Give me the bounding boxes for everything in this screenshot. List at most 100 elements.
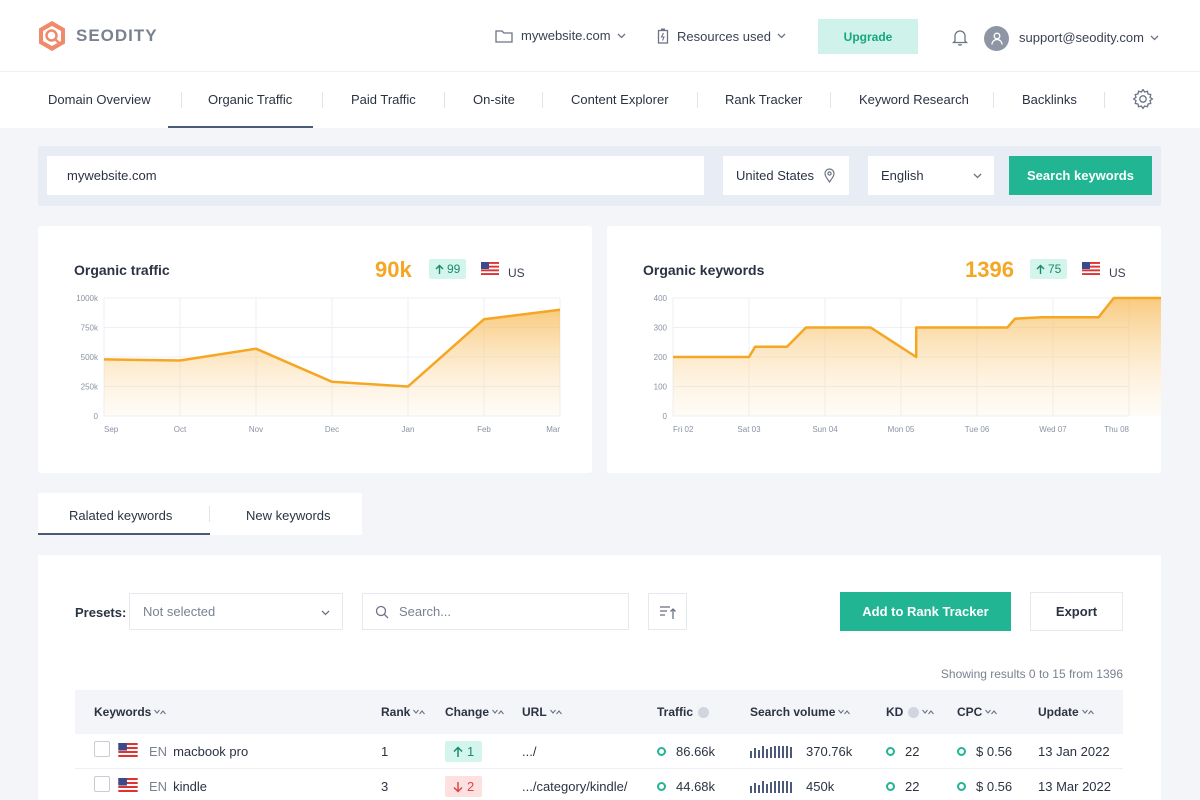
sort-arrows-icon [413, 709, 426, 715]
trend-bar [766, 748, 768, 758]
language-select[interactable]: English [868, 156, 994, 195]
volume-trend-bars [750, 780, 794, 793]
row-checkbox[interactable] [94, 741, 110, 757]
tab-new-keywords[interactable]: New keywords [246, 508, 331, 523]
keyword-text[interactable]: macbook pro [173, 744, 249, 759]
resources-menu[interactable]: Resources used [657, 28, 786, 44]
results-count: Showing results 0 to 15 from 1396 [940, 667, 1123, 681]
nav-divider [1104, 92, 1105, 108]
tab-rank-tracker[interactable]: Rank Tracker [725, 92, 803, 107]
sort-button[interactable] [648, 593, 687, 630]
sort-arrows-icon [154, 709, 167, 715]
chevron-down-icon [617, 33, 626, 38]
traffic-value: 90k [375, 257, 412, 282]
col-keywords[interactable]: Keywords [94, 705, 167, 719]
url-link[interactable]: .../category/kindle/ [522, 779, 628, 794]
gear-icon[interactable] [1132, 88, 1154, 110]
organic-keywords-card: Organic keywords 1396 75 US 400 300 200 100… [607, 226, 1161, 473]
nav-divider [542, 92, 543, 108]
trend-bar [750, 785, 752, 793]
table-row[interactable]: EN macbook pro 1 1 .../ 86.66k 370.76k 22… [75, 734, 1123, 769]
keyword-text[interactable]: kindle [173, 779, 208, 794]
status-dot [957, 747, 966, 756]
trend-bar [782, 745, 784, 758]
col-traffic[interactable]: Traffic [657, 705, 710, 719]
table-row[interactable]: EN kindle 3 2 .../category/kindle/ 44.68k… [75, 769, 1123, 800]
row-checkbox[interactable] [94, 776, 110, 792]
rank-value: 1 [381, 744, 389, 759]
project-selector[interactable]: mywebsite.com [495, 28, 626, 43]
language-code: EN [149, 744, 168, 759]
col-change[interactable]: Change [445, 705, 504, 719]
nav-divider [993, 92, 994, 108]
resources-label: Resources used [677, 28, 771, 44]
tab-on-site[interactable]: On-site [473, 92, 515, 107]
search-keywords-button[interactable]: Search keywords [1009, 156, 1152, 195]
sort-arrows-icon [1081, 709, 1094, 715]
location-pin-icon [824, 168, 835, 183]
x-tick-label: Feb [477, 425, 491, 434]
sort-arrows-icon [922, 709, 935, 715]
chevron-down-icon [321, 610, 330, 616]
status-dot [657, 782, 666, 791]
col-url[interactable]: URL [522, 705, 562, 719]
trend-bar [774, 745, 776, 758]
col-kd[interactable]: KD [886, 705, 935, 719]
trend-bar [782, 780, 784, 793]
tab-organic-traffic[interactable]: Organic Traffic [208, 92, 293, 107]
logo[interactable]: SEODITY [36, 20, 158, 52]
sort-arrows-icon [985, 709, 998, 715]
sort-arrows-icon [549, 709, 562, 715]
card-title: Organic keywords [643, 262, 765, 278]
tab-domain-overview[interactable]: Domain Overview [48, 92, 151, 107]
y-tick-label: 300 [654, 324, 668, 333]
nav-divider [181, 92, 182, 108]
presets-value: Not selected [143, 604, 216, 619]
x-tick-label: Dec [325, 425, 339, 434]
domain-input[interactable] [47, 156, 704, 195]
trend-bar [770, 746, 772, 758]
country-select[interactable]: United States [723, 156, 849, 195]
volume-value: 370.76k [806, 744, 853, 759]
card-title: Organic traffic [74, 262, 170, 278]
trend-bar [762, 745, 764, 758]
search-input[interactable] [399, 604, 599, 619]
url-link[interactable]: .../ [522, 744, 537, 759]
tab-content-explorer[interactable]: Content Explorer [571, 92, 669, 107]
status-dot [886, 747, 895, 756]
tab-keyword-research[interactable]: Keyword Research [859, 92, 969, 107]
kd-value: 22 [905, 779, 920, 794]
presets-label: Presets: [75, 605, 127, 620]
series-line [103, 308, 561, 388]
country-code: US [1109, 266, 1126, 280]
tab-backlinks[interactable]: Backlinks [1022, 92, 1077, 107]
add-to-rank-tracker-button[interactable]: Add to Rank Tracker [840, 592, 1011, 631]
x-tick-label: Oct [174, 425, 187, 434]
chevron-down-icon [973, 173, 982, 179]
export-button[interactable]: Export [1030, 592, 1123, 631]
trend-bar [754, 747, 756, 758]
avatar[interactable] [984, 26, 1009, 51]
upgrade-button[interactable]: Upgrade [818, 19, 918, 54]
presets-select[interactable]: Not selected [129, 593, 343, 630]
bell-icon[interactable] [952, 28, 968, 46]
country-value: United States [736, 168, 815, 183]
info-icon[interactable] [908, 706, 920, 718]
tab-related-keywords[interactable]: Ralated keywords [69, 508, 173, 523]
col-rank[interactable]: Rank [381, 705, 426, 719]
organic-traffic-card: Organic traffic 90k 99 US 1000k 750k 500k 2… [38, 226, 592, 473]
us-flag-icon [118, 743, 138, 757]
keyword-tabs: Ralated keywords New keywords [38, 493, 362, 535]
info-icon[interactable] [698, 706, 710, 718]
x-tick-label: Sep [104, 425, 119, 434]
folder-icon [495, 29, 513, 43]
user-menu[interactable]: support@seodity.com [1019, 30, 1159, 45]
tab-paid-traffic[interactable]: Paid Traffic [351, 92, 416, 107]
col-update[interactable]: Update [1038, 705, 1094, 719]
keyword-search[interactable] [362, 593, 629, 630]
trend-bar [786, 745, 788, 758]
us-flag-icon [1082, 262, 1100, 275]
arrow-down-icon [453, 781, 463, 793]
col-search-volume[interactable]: Search volume [750, 705, 851, 719]
col-cpc[interactable]: CPC [957, 705, 998, 719]
